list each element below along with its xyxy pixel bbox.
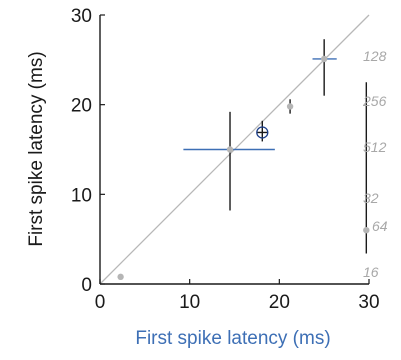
data-point-5	[363, 227, 370, 234]
y-tick-label-2: 20	[71, 96, 92, 117]
annotation-label-0: 128	[363, 48, 387, 64]
y-tick-label-3: 30	[71, 6, 92, 27]
annotation-label-5: 16	[363, 264, 379, 280]
plot-area	[99, 14, 370, 285]
annotation-label-2: 512	[363, 139, 387, 155]
x-tick-label-0: 0	[95, 292, 106, 313]
data-point-3	[286, 103, 294, 110]
axes: 0 10 20 30 0 10 20 30	[71, 6, 380, 313]
x-axis-title: First spike latency (ms)	[135, 328, 330, 349]
annotation-label-1: 256	[362, 93, 387, 109]
data-point-2	[256, 126, 269, 139]
data-point-1	[226, 146, 234, 153]
annotations: 128 256 512 32 64 16	[362, 48, 388, 280]
data-point-0	[117, 273, 124, 281]
annotation-label-3: 32	[363, 190, 379, 206]
y-tick-label-1: 10	[71, 185, 92, 206]
data-point-4	[320, 55, 328, 63]
y-axis-title: First spike latency (ms)	[26, 51, 47, 246]
x-tick-label-2: 20	[269, 292, 290, 313]
x-tick-label-1: 10	[179, 292, 200, 313]
y-tick-label-0: 0	[81, 275, 92, 296]
x-tick-label-3: 30	[358, 292, 379, 313]
annotation-label-4: 64	[372, 218, 388, 234]
